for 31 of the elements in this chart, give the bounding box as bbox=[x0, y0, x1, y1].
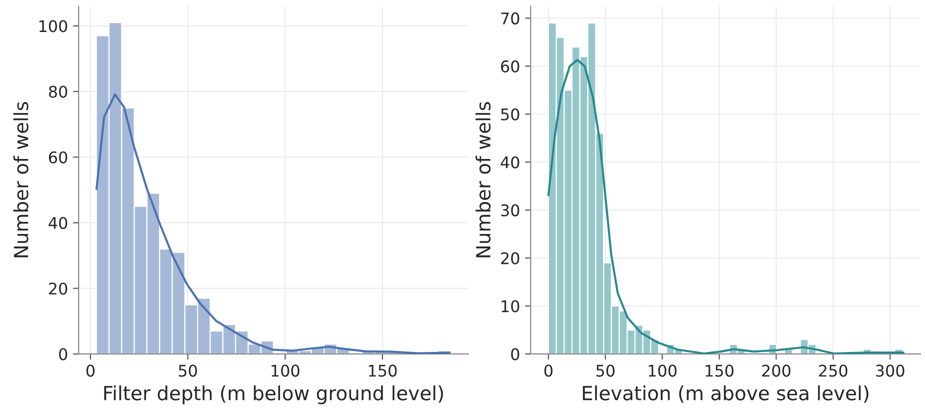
x-axis-title: Filter depth (m below ground level) bbox=[104, 385, 443, 404]
x-tick-label: 0 bbox=[544, 364, 552, 377]
x-tick-label: 100 bbox=[648, 364, 677, 377]
x-tick-label: 300 bbox=[876, 364, 904, 377]
y-tick-label: 40 bbox=[500, 156, 520, 168]
x-tick-label: 150 bbox=[706, 364, 734, 377]
y-tick-label: 60 bbox=[501, 60, 520, 72]
y-tick-label: 80 bbox=[48, 86, 68, 98]
y-axis-title: Number of wells bbox=[476, 102, 491, 258]
x-tick-label: 100 bbox=[272, 364, 300, 377]
y-tick-label: 20 bbox=[49, 282, 68, 295]
y-tick-label: 60 bbox=[49, 151, 68, 164]
y-tick-label: 0 bbox=[511, 348, 520, 360]
x-tick-label: 0 bbox=[86, 364, 95, 377]
y-tick-label: 40 bbox=[48, 216, 68, 230]
y-tick-label: 70 bbox=[501, 12, 520, 24]
y-tick-label: 50 bbox=[501, 108, 520, 120]
x-tick-label: 150 bbox=[368, 364, 397, 377]
x-tick-label: 50 bbox=[596, 364, 614, 377]
y-axis-title: Number of wells bbox=[13, 102, 28, 258]
x-axis-title: Elevation (m above sea level) bbox=[582, 385, 868, 403]
y-tick-label: 20 bbox=[501, 252, 520, 264]
x-tick-label: 50 bbox=[178, 364, 197, 377]
x-tick-label: 200 bbox=[762, 364, 790, 377]
y-tick-label: 30 bbox=[501, 204, 520, 216]
line-series bbox=[547, 58, 904, 354]
y-tick-label: 0 bbox=[59, 348, 68, 360]
line-series bbox=[95, 93, 451, 354]
y-tick-label: 100 bbox=[39, 20, 68, 32]
y-tick-label: 10 bbox=[502, 300, 520, 312]
x-tick-label: 250 bbox=[819, 364, 848, 377]
